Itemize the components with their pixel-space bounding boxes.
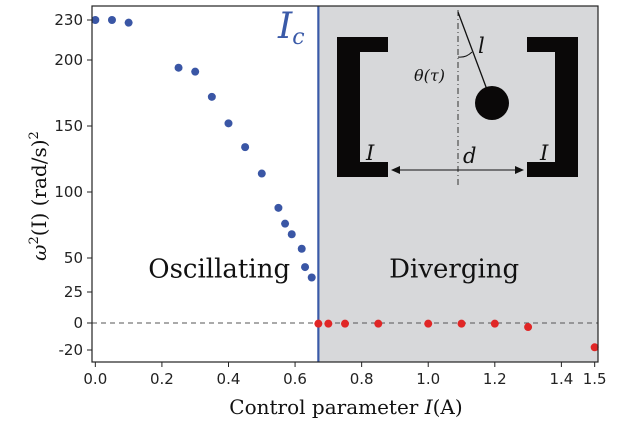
oscillating-point — [124, 18, 133, 27]
x-tick-label: 1.4 — [549, 370, 573, 388]
diverging-point — [424, 319, 433, 328]
y-tick-label: 200 — [54, 51, 83, 69]
diverging-label: Diverging — [389, 254, 519, 284]
length-label: l — [478, 34, 485, 58]
distance-arrow-right-head — [515, 166, 524, 174]
x-tick-label: 0.0 — [83, 370, 107, 388]
diverging-point — [314, 319, 323, 328]
ylabel-rest: (I) (rad/s) — [27, 139, 51, 236]
angle-arc — [457, 51, 473, 58]
oscillating-point — [274, 203, 283, 212]
current-right-label: I — [539, 141, 549, 165]
y-tick-label: 100 — [54, 183, 83, 201]
oscillating-point — [91, 16, 100, 24]
left-magnet — [337, 37, 388, 177]
oscillating-region — [92, 6, 319, 362]
diverging-point — [457, 319, 466, 328]
ylabel-main: ω — [27, 245, 51, 261]
oscillating-point — [207, 92, 216, 101]
y-tick-label: 25 — [64, 283, 83, 301]
oscillating-point — [301, 263, 310, 272]
diverging-point — [590, 343, 599, 352]
diverging-point — [324, 319, 333, 328]
oscillating-label: Oscillating — [148, 254, 290, 284]
oscillating-point — [241, 143, 250, 152]
diverging-point — [374, 319, 383, 328]
current-left-label: I — [365, 141, 375, 165]
x-tick-label: 0.4 — [217, 370, 241, 388]
data-points — [91, 16, 599, 352]
y-tick-label: 0 — [73, 314, 83, 332]
y-tick-label: 50 — [64, 249, 83, 267]
oscillating-point — [287, 230, 296, 239]
critical-label: Ic — [277, 6, 305, 50]
xlabel-main: Control parameter — [229, 395, 424, 419]
x-tick-label: 1.5 — [583, 370, 607, 388]
distance-label: d — [463, 144, 476, 168]
diverging-point — [524, 323, 533, 332]
oscillating-point — [224, 119, 233, 128]
x-tick-label: 0.2 — [150, 370, 174, 388]
oscillating-point — [297, 244, 306, 253]
oscillating-point — [191, 67, 200, 76]
oscillating-point — [257, 169, 266, 178]
y-tick-label: 150 — [54, 117, 83, 135]
oscillating-point — [174, 63, 183, 72]
ylabel-sup2: 2 — [27, 131, 42, 139]
pendulum-inset: l θ(τ) I I d — [337, 10, 578, 188]
xlabel-unit: (A) — [433, 395, 463, 419]
critical-label-main: I — [277, 6, 293, 47]
critical-label-sub: c — [292, 25, 304, 50]
ylabel-sup: 2 — [27, 236, 42, 244]
x-tick-label: 1.0 — [416, 370, 440, 388]
oscillating-point — [281, 219, 290, 228]
plot-frame — [91, 5, 599, 363]
x-axis-label: Control parameter I(A) — [229, 395, 462, 419]
x-tick-label: 0.6 — [283, 370, 307, 388]
angle-label: θ(τ) — [414, 66, 445, 85]
xlabel-var: I — [424, 395, 434, 419]
y-axis-ticks: 230 200 150 100 50 25 0 -20 — [54, 11, 92, 359]
x-tick-label: 1.2 — [483, 370, 507, 388]
y-axis-label: ω2(I) (rad/s)2 — [27, 131, 51, 261]
oscillating-point — [107, 16, 116, 24]
y-tick-label: 230 — [54, 11, 83, 29]
distance-arrow-left-head — [391, 166, 400, 174]
diverging-point — [341, 319, 349, 328]
diverging-point — [490, 319, 499, 328]
x-axis-ticks: 0.0 0.2 0.4 0.6 0.8 1.0 1.2 1.4 1.5 — [83, 362, 607, 388]
right-magnet — [527, 37, 578, 177]
pendulum-bob — [475, 86, 509, 120]
x-tick-label: 0.8 — [350, 370, 374, 388]
y-tick-label: -20 — [59, 341, 84, 359]
oscillating-point — [307, 273, 316, 282]
